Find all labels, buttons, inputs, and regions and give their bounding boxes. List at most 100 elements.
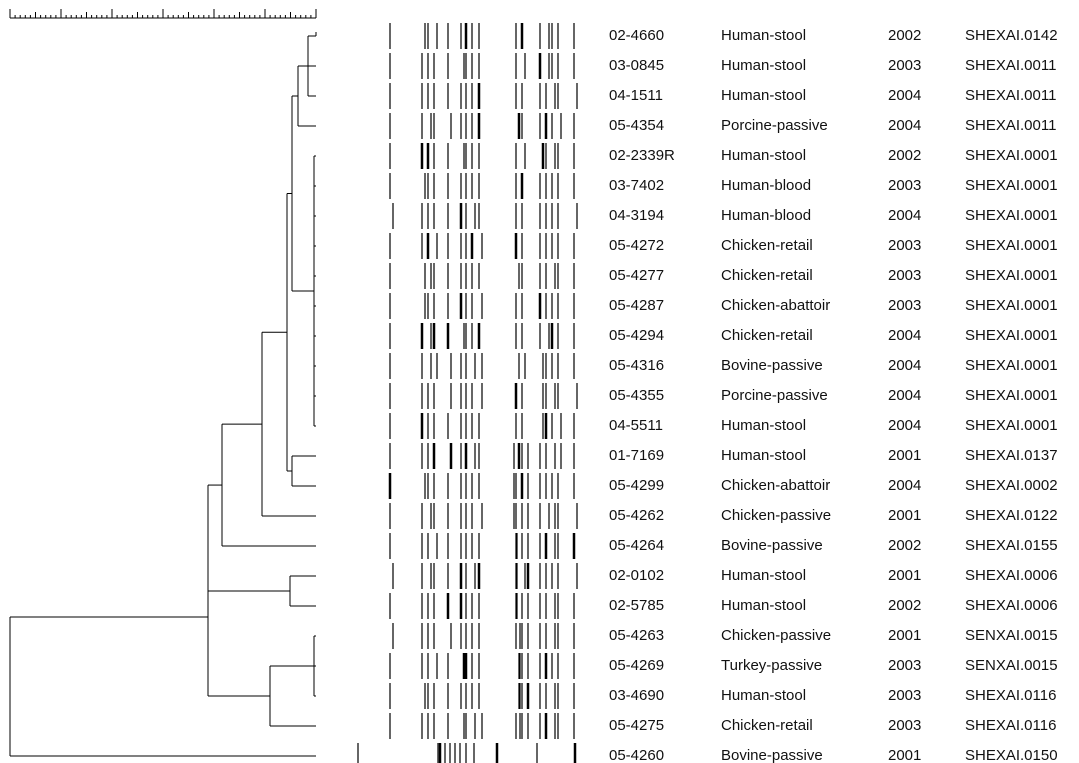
pattern-code: SHEXAI.0001 (965, 357, 1058, 374)
source: Turkey-passive (721, 657, 822, 674)
source: Bovine-passive (721, 357, 823, 374)
source: Porcine-passive (721, 387, 828, 404)
year: 2002 (888, 27, 921, 44)
source: Human-stool (721, 417, 806, 434)
pattern-code: SHEXAI.0006 (965, 597, 1058, 614)
year: 2001 (888, 507, 921, 524)
pattern-code: SHEXAI.0006 (965, 567, 1058, 584)
pattern-code: SHEXAI.0001 (965, 387, 1058, 404)
year: 2003 (888, 57, 921, 74)
pattern-code: SHEXAI.0001 (965, 327, 1058, 344)
pattern-code: SHEXAI.0011 (965, 117, 1056, 134)
strain-id: 03-7402 (609, 177, 664, 194)
pattern-code: SHEXAI.0137 (965, 447, 1058, 464)
source: Bovine-passive (721, 537, 823, 554)
source: Human-stool (721, 147, 806, 164)
strain-id: 05-4263 (609, 627, 664, 644)
strain-id: 05-4299 (609, 477, 664, 494)
year: 2002 (888, 147, 921, 164)
pattern-code: SHEXAI.0002 (965, 477, 1058, 494)
source: Chicken-abattoir (721, 477, 830, 494)
strain-id: 05-4316 (609, 357, 664, 374)
year: 2003 (888, 297, 921, 314)
year: 2004 (888, 357, 921, 374)
year: 2001 (888, 447, 921, 464)
strain-id: 01-7169 (609, 447, 664, 464)
year: 2004 (888, 207, 921, 224)
strain-id: 05-4354 (609, 117, 664, 134)
year: 2004 (888, 117, 921, 134)
year: 2003 (888, 657, 921, 674)
strain-id: 02-4660 (609, 27, 664, 44)
year: 2004 (888, 87, 921, 104)
source: Chicken-passive (721, 507, 831, 524)
source: Chicken-retail (721, 717, 813, 734)
source: Human-stool (721, 87, 806, 104)
strain-id: 04-3194 (609, 207, 664, 224)
pattern-code: SHEXAI.0116 (965, 717, 1056, 734)
strain-id: 05-4260 (609, 747, 664, 763)
pattern-code: SHEXAI.0001 (965, 417, 1058, 434)
strain-id: 03-4690 (609, 687, 664, 704)
source: Human-blood (721, 207, 811, 224)
source: Human-stool (721, 687, 806, 704)
source: Human-stool (721, 27, 806, 44)
strain-id: 03-0845 (609, 57, 664, 74)
strain-id: 05-4294 (609, 327, 664, 344)
pattern-code: SHEXAI.0001 (965, 207, 1058, 224)
pattern-code: SHEXAI.0001 (965, 267, 1058, 284)
pattern-code: SENXAI.0015 (965, 627, 1058, 644)
year: 2004 (888, 327, 921, 344)
strain-id: 05-4264 (609, 537, 664, 554)
strain-id: 05-4287 (609, 297, 664, 314)
source: Chicken-retail (721, 237, 813, 254)
source: Chicken-passive (721, 627, 831, 644)
year: 2004 (888, 387, 921, 404)
pattern-code: SENXAI.0015 (965, 657, 1058, 674)
source: Human-stool (721, 57, 806, 74)
year: 2002 (888, 597, 921, 614)
source: Porcine-passive (721, 117, 828, 134)
source: Human-stool (721, 567, 806, 584)
year: 2002 (888, 537, 921, 554)
pattern-code: SHEXAI.0122 (965, 507, 1058, 524)
strain-id: 04-1511 (609, 87, 663, 104)
pattern-code: SHEXAI.0001 (965, 177, 1058, 194)
source: Human-stool (721, 597, 806, 614)
pattern-code: SHEXAI.0150 (965, 747, 1058, 763)
pattern-code: SHEXAI.0116 (965, 687, 1056, 704)
strain-id: 05-4355 (609, 387, 664, 404)
year: 2003 (888, 177, 921, 194)
strain-id: 05-4272 (609, 237, 664, 254)
year: 2003 (888, 237, 921, 254)
source: Human-stool (721, 447, 806, 464)
pattern-code: SHEXAI.0011 (965, 57, 1056, 74)
pattern-code: SHEXAI.0001 (965, 297, 1058, 314)
source: Chicken-retail (721, 327, 813, 344)
year: 2003 (888, 717, 921, 734)
year: 2001 (888, 567, 921, 584)
strain-id: 05-4275 (609, 717, 664, 734)
year: 2004 (888, 417, 921, 434)
source: Bovine-passive (721, 747, 823, 763)
strain-id: 05-4262 (609, 507, 664, 524)
pattern-code: SHEXAI.0001 (965, 237, 1058, 254)
source: Chicken-abattoir (721, 297, 830, 314)
strain-id: 05-4277 (609, 267, 664, 284)
year: 2001 (888, 627, 921, 644)
figure: 02-4660 Human-stool 2002 SHEXAI.0142 03-0845… (0, 0, 1079, 763)
strain-id: 02-0102 (609, 567, 664, 584)
year: 2001 (888, 747, 921, 763)
year: 2004 (888, 477, 921, 494)
strain-id: 04-5511 (609, 417, 663, 434)
source: Chicken-retail (721, 267, 813, 284)
source: Human-blood (721, 177, 811, 194)
year: 2003 (888, 687, 921, 704)
strain-id: 05-4269 (609, 657, 664, 674)
dendrogram-figure: 02-4660 Human-stool 2002 SHEXAI.0142 03-0845… (0, 0, 1079, 763)
year: 2003 (888, 267, 921, 284)
pattern-code: SHEXAI.0155 (965, 537, 1058, 554)
pattern-code: SHEXAI.0142 (965, 27, 1058, 44)
strain-id: 02-2339R (609, 147, 675, 164)
pattern-code: SHEXAI.0001 (965, 147, 1058, 164)
